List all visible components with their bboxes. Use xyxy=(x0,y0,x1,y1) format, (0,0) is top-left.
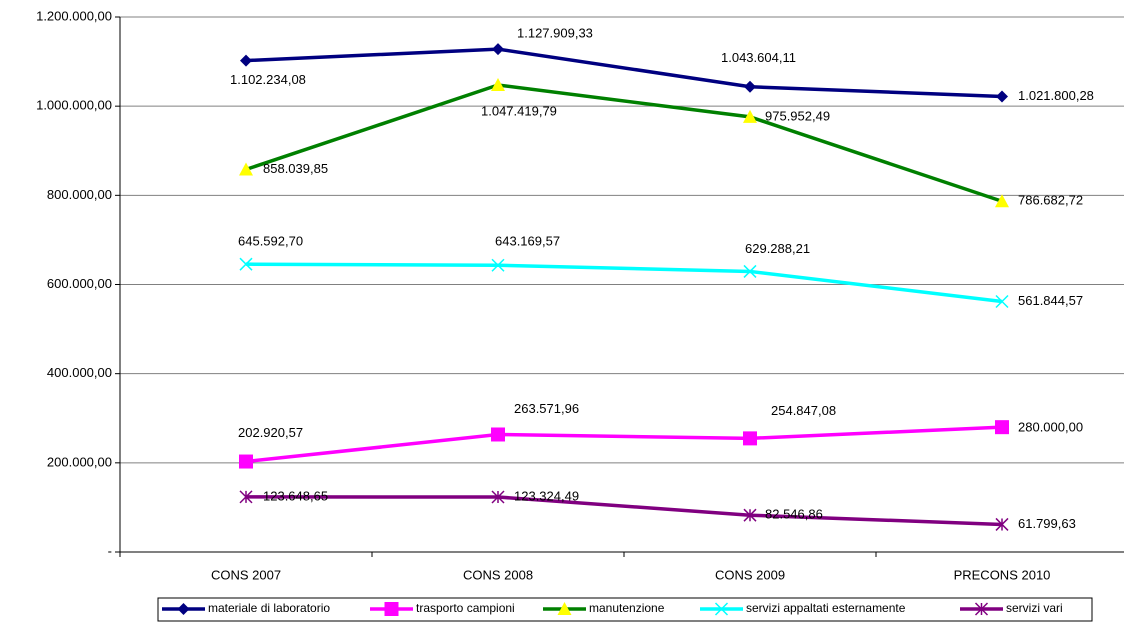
data-label: 561.844,57 xyxy=(1018,293,1083,308)
legend-item: materiale di laboratorio xyxy=(162,601,330,615)
data-label: 643.169,57 xyxy=(495,234,560,249)
legend-item: manutenzione xyxy=(543,601,665,615)
legend-item: trasporto campioni xyxy=(370,601,515,616)
data-label: 1.021.800,28 xyxy=(1018,88,1094,103)
line xyxy=(245,495,1003,527)
line xyxy=(245,47,1003,99)
legend-item: servizi vari xyxy=(960,601,1063,616)
data-label: 82.546,86 xyxy=(765,507,823,522)
marker xyxy=(239,162,253,176)
line xyxy=(245,262,1003,304)
marker xyxy=(974,602,989,616)
data-label: 645.592,70 xyxy=(238,234,303,249)
marker xyxy=(492,43,504,56)
legend-text: manutenzione xyxy=(589,601,665,615)
marker xyxy=(995,420,1009,435)
marker xyxy=(384,602,399,616)
data-label: 786.682,72 xyxy=(1018,193,1083,208)
marker xyxy=(240,54,252,67)
marker xyxy=(743,109,757,123)
marker xyxy=(995,194,1009,208)
series: 858.039,85 1.047.419,79 975.952,49 786.682,… xyxy=(239,78,1083,208)
marker xyxy=(743,508,757,522)
marker xyxy=(239,490,253,504)
marker xyxy=(743,431,757,446)
data-label: 1.102.234,08 xyxy=(230,72,306,87)
legend-text: servizi vari xyxy=(1006,601,1063,615)
marker xyxy=(744,80,756,93)
marker xyxy=(743,264,757,278)
data-label: 254.847,08 xyxy=(771,403,836,418)
y-tick-label: 1.200.000,00 xyxy=(36,8,112,23)
y-tick-label: 400.000,00 xyxy=(47,365,112,380)
marker xyxy=(557,602,572,615)
legend-text: materiale di laboratorio xyxy=(208,601,330,615)
y-tick-label: - xyxy=(108,543,112,558)
marker xyxy=(491,258,505,272)
marker xyxy=(714,602,729,616)
data-label: 123.648,65 xyxy=(263,488,328,503)
data-label: 1.127.909,33 xyxy=(517,26,593,41)
y-tick-label: 1.000.000,00 xyxy=(36,98,112,113)
marker xyxy=(995,517,1009,531)
data-label: 263.571,96 xyxy=(514,401,579,416)
marker xyxy=(491,427,505,442)
data-label: 202.920,57 xyxy=(238,425,303,440)
y-tick-label: 600.000,00 xyxy=(47,276,112,291)
data-label: 280.000,00 xyxy=(1018,420,1083,435)
legend-text: trasporto campioni xyxy=(416,601,515,615)
data-label: 61.799,63 xyxy=(1018,516,1076,531)
line xyxy=(245,83,1003,203)
data-label: 1.047.419,79 xyxy=(481,103,557,118)
series: 123.648,65 123.324,49 82.546,86 61.799,63 xyxy=(239,488,1076,531)
series: 202.920,57 263.571,96 254.847,08 280.000,00 xyxy=(238,401,1083,469)
marker xyxy=(239,257,253,271)
x-tick-label: CONS 2009 xyxy=(715,567,785,582)
legend-text: servizi appaltati esternamente xyxy=(746,601,906,615)
marker xyxy=(491,78,505,92)
series: 1.102.234,08 1.127.909,33 1.043.604,11 1.02… xyxy=(230,26,1094,103)
marker xyxy=(995,294,1009,309)
data-label: 123.324,49 xyxy=(514,488,579,503)
x-tick-label: PRECONS 2010 xyxy=(954,567,1051,582)
marker xyxy=(177,603,190,615)
x-tick-label: CONS 2008 xyxy=(463,567,533,582)
data-label: 975.952,49 xyxy=(765,108,830,123)
marker xyxy=(996,90,1008,103)
data-label: 1.043.604,11 xyxy=(721,50,796,65)
series: 645.592,70 643.169,57 629.288,21 561.844,57 xyxy=(238,234,1083,309)
y-tick-label: 200.000,00 xyxy=(47,454,112,469)
data-label: 858.039,85 xyxy=(263,161,328,176)
marker xyxy=(239,454,253,469)
y-tick-label: 800.000,00 xyxy=(47,187,112,202)
x-tick-label: CONS 2007 xyxy=(211,567,281,582)
legend-item: servizi appaltati esternamente xyxy=(700,601,906,616)
data-label: 629.288,21 xyxy=(745,241,810,256)
marker xyxy=(491,490,505,504)
line xyxy=(245,425,1003,464)
